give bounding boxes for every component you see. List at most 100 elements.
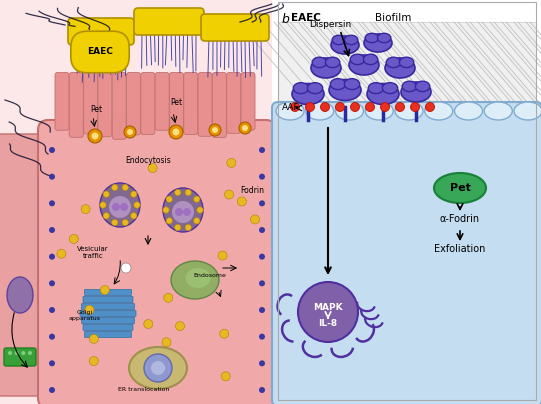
Ellipse shape [306,102,334,120]
FancyBboxPatch shape [213,72,226,137]
Circle shape [121,263,131,273]
Text: Biofilm: Biofilm [375,13,411,23]
Ellipse shape [386,57,400,67]
Circle shape [239,122,251,134]
FancyBboxPatch shape [112,72,126,139]
FancyBboxPatch shape [80,311,136,316]
Circle shape [242,125,248,131]
Circle shape [130,191,137,198]
Circle shape [169,125,183,139]
FancyBboxPatch shape [82,318,135,324]
Circle shape [164,293,173,302]
Circle shape [122,219,128,226]
Circle shape [162,338,171,347]
Circle shape [175,189,181,196]
Circle shape [69,234,78,244]
Circle shape [49,334,55,340]
FancyBboxPatch shape [201,14,269,41]
Circle shape [250,215,260,224]
Circle shape [291,103,300,112]
Text: ER translocation: ER translocation [118,387,169,392]
Circle shape [144,320,153,328]
Circle shape [395,103,405,112]
Ellipse shape [325,57,340,67]
Circle shape [21,351,25,355]
Ellipse shape [385,58,415,78]
Ellipse shape [364,34,392,52]
Circle shape [220,329,229,338]
Circle shape [175,208,183,216]
Circle shape [259,200,265,206]
Circle shape [237,197,246,206]
Bar [278,2,536,400]
Ellipse shape [514,102,541,120]
Ellipse shape [382,83,398,94]
FancyBboxPatch shape [98,72,112,137]
Circle shape [411,103,419,112]
Circle shape [88,129,102,143]
Text: b: b [282,13,290,26]
Ellipse shape [415,81,430,92]
Circle shape [91,133,98,139]
Circle shape [103,191,109,198]
Text: Exfoliation: Exfoliation [434,244,486,254]
Circle shape [298,282,358,342]
Circle shape [127,129,133,135]
FancyBboxPatch shape [84,72,97,134]
Circle shape [259,307,265,313]
Text: Pet: Pet [170,98,182,107]
Circle shape [259,254,265,260]
Circle shape [227,158,236,167]
Circle shape [81,205,90,214]
Circle shape [49,280,55,286]
Circle shape [259,387,265,393]
Ellipse shape [109,196,131,218]
Circle shape [166,196,173,202]
Circle shape [163,207,169,213]
Ellipse shape [293,83,308,94]
Ellipse shape [311,58,341,78]
Circle shape [49,147,55,153]
Circle shape [124,126,136,138]
Circle shape [209,124,221,136]
Circle shape [259,174,265,180]
FancyBboxPatch shape [198,72,212,136]
Circle shape [112,203,120,211]
Circle shape [122,184,128,191]
Ellipse shape [401,82,431,102]
Ellipse shape [171,261,219,299]
FancyBboxPatch shape [55,72,69,130]
Circle shape [49,254,55,260]
Circle shape [120,203,128,211]
Circle shape [166,218,173,224]
Circle shape [148,164,157,173]
Text: MAPK: MAPK [313,303,343,313]
Ellipse shape [312,57,327,67]
FancyBboxPatch shape [155,72,169,130]
Text: Fodrin: Fodrin [240,186,264,195]
Ellipse shape [399,57,414,67]
Text: α-Fodrin: α-Fodrin [440,214,480,224]
Ellipse shape [329,80,361,101]
Text: Vesicular
traffic: Vesicular traffic [77,246,109,259]
Ellipse shape [330,79,346,90]
Circle shape [89,335,98,343]
FancyBboxPatch shape [82,303,135,309]
FancyBboxPatch shape [38,120,276,404]
FancyBboxPatch shape [0,134,50,396]
Ellipse shape [100,183,140,227]
Ellipse shape [186,268,210,288]
Circle shape [89,356,98,366]
Circle shape [49,360,55,366]
FancyBboxPatch shape [127,72,141,135]
Ellipse shape [163,188,203,232]
Circle shape [49,174,55,180]
Circle shape [49,200,55,206]
Circle shape [197,207,203,213]
Ellipse shape [350,54,365,65]
Circle shape [15,351,19,355]
Bar [278,22,536,117]
Bar [275,0,541,404]
Ellipse shape [349,55,379,75]
Text: Golgi
apparatus: Golgi apparatus [69,310,101,321]
